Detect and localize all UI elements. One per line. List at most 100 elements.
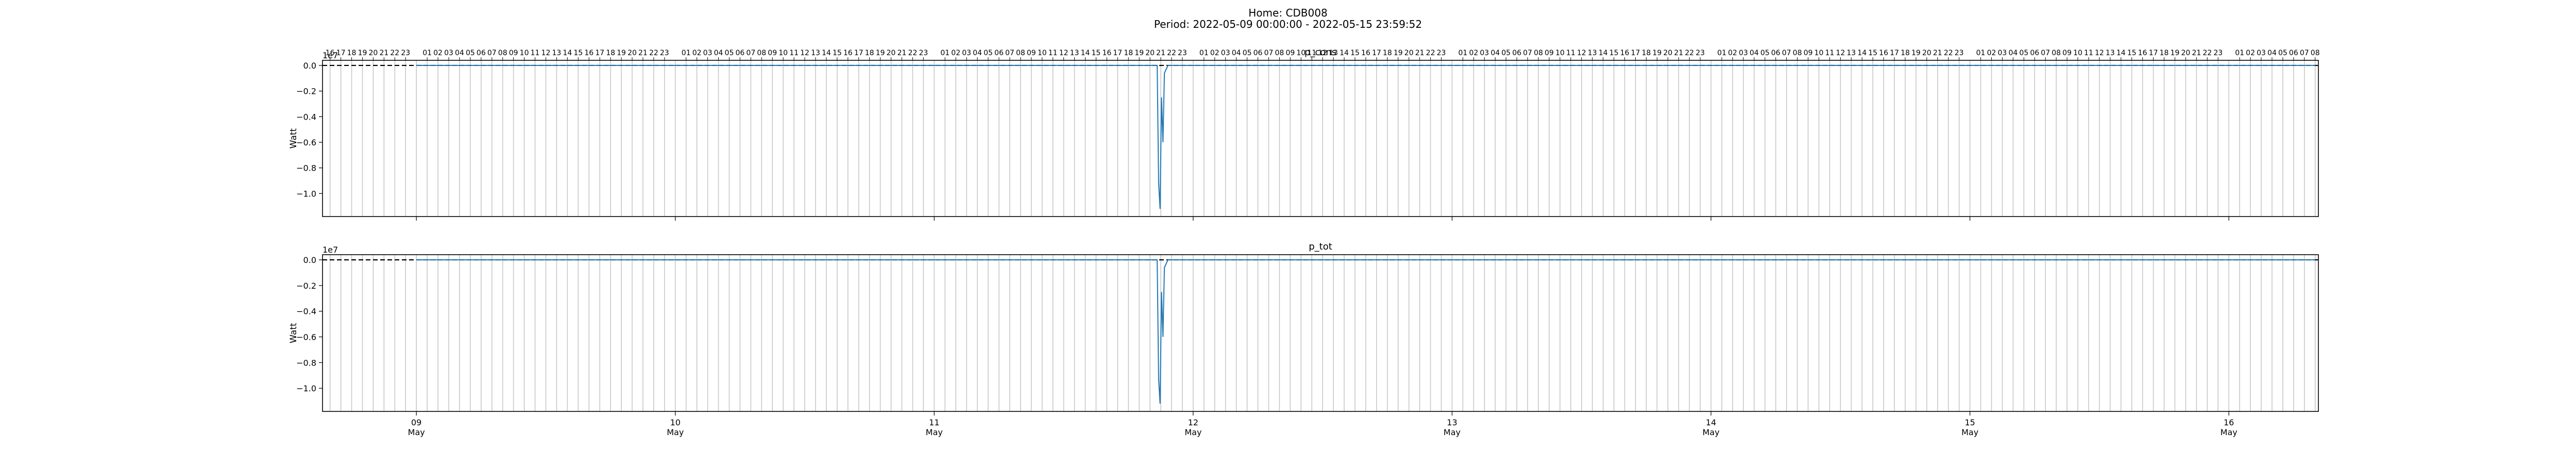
x-hour-tick-label: 12	[1059, 49, 1069, 57]
x-hour-tick-label: 14	[822, 49, 831, 57]
x-hour-tick-label: 04	[2008, 49, 2018, 57]
x-hour-tick-label: 18	[1383, 49, 1392, 57]
x-hour-tick-label: 03	[703, 49, 713, 57]
x-date-label-month: May	[667, 427, 684, 437]
x-hour-tick-label: 03	[1998, 49, 2007, 57]
x-hour-tick-label: 02	[1210, 49, 1219, 57]
x-hour-tick-label: 23	[1696, 49, 1705, 57]
x-hour-tick-label: 15	[1350, 49, 1360, 57]
x-hour-tick-label: 21	[1933, 49, 1942, 57]
x-hour-tick-label: 09	[509, 49, 518, 57]
x-hour-tick-label: 22	[2202, 49, 2212, 57]
axes-frame	[322, 60, 2319, 217]
series-line-0	[416, 64, 2315, 209]
x-hour-tick-label: 05	[2278, 49, 2287, 57]
x-hour-tick-label: 16	[1102, 49, 1111, 57]
x-hour-tick-label: 10	[1555, 49, 1565, 57]
x-hour-tick-label: 01	[1459, 49, 1468, 57]
x-hour-tick-label: 12	[1836, 49, 1845, 57]
x-hour-tick-label: 21	[2192, 49, 2201, 57]
x-hour-tick-label: 13	[1846, 49, 1856, 57]
x-hour-tick-label: 05	[1501, 49, 1511, 57]
x-hour-tick-label: 02	[1728, 49, 1737, 57]
x-hour-tick-label: 05	[2019, 49, 2028, 57]
x-hour-tick-label: 03	[962, 49, 971, 57]
axes-frame	[322, 254, 2319, 412]
x-hour-tick-label: 08	[1275, 49, 1284, 57]
x-hour-tick-label: 09	[768, 49, 777, 57]
x-hour-tick-label: 03	[1739, 49, 1748, 57]
hourly-gridlines	[329, 255, 2316, 411]
x-hour-tick-label: 15	[1868, 49, 1877, 57]
x-hour-tick-label: 22	[908, 49, 918, 57]
x-hour-tick-label: 18	[347, 49, 357, 57]
x-hour-tick-label: 22	[1944, 49, 1953, 57]
y-tick-label: −0.8	[296, 163, 316, 173]
x-hour-tick-label: 23	[660, 49, 669, 57]
x-hour-tick-label: 14	[2116, 49, 2126, 57]
x-hour-tick-label: 03	[2257, 49, 2266, 57]
x-hour-tick-label: 10	[1038, 49, 1047, 57]
y-tick-label: −0.4	[296, 112, 316, 122]
x-hour-tick-label: 06	[735, 49, 744, 57]
x-hour-tick-label: 08	[498, 49, 507, 57]
x-hour-tick-label: 02	[692, 49, 702, 57]
x-hour-tick-label: 21	[638, 49, 648, 57]
x-hour-tick-label: 19	[1394, 49, 1403, 57]
x-hour-tick-label: 01	[940, 49, 950, 57]
x-hour-tick-label: 09	[1027, 49, 1036, 57]
x-hour-tick-label: 16	[1879, 49, 1888, 57]
x-hour-tick-label: 03	[1480, 49, 1489, 57]
x-hour-tick-label: 08	[757, 49, 766, 57]
y-tick-label: −0.6	[296, 332, 316, 342]
x-hour-tick-label: 18	[1124, 49, 1133, 57]
y-tick-label: −1.0	[296, 384, 316, 393]
y-tick-label: −0.8	[296, 358, 316, 368]
x-hour-tick-label: 02	[951, 49, 960, 57]
chart-panel-p_tot: 0.0−0.2−0.4−0.6−0.8−1.01e7Wattp_tot09May…	[289, 241, 2319, 437]
x-hour-tick-label: 10	[2073, 49, 2082, 57]
x-hour-tick-label: 13	[2106, 49, 2115, 57]
x-hour-tick-label: 02	[1987, 49, 1996, 57]
x-date-label-day: 09	[411, 418, 421, 427]
x-date-label-day: 11	[929, 418, 939, 427]
x-hour-tick-label: 16	[2138, 49, 2147, 57]
x-hour-tick-label: 03	[444, 49, 453, 57]
x-hour-tick-label: 13	[552, 49, 561, 57]
x-hour-tick-label: 18	[865, 49, 874, 57]
x-date-label-month: May	[926, 427, 943, 437]
y-tick-label: 0.0	[303, 255, 316, 265]
x-date-label-month: May	[1703, 427, 1720, 437]
x-hour-tick-label: 15	[2127, 49, 2137, 57]
x-hour-tick-label: 13	[1070, 49, 1079, 57]
x-hour-tick-label: 17	[1372, 49, 1381, 57]
x-hour-tick-label: 19	[876, 49, 885, 57]
x-hour-tick-label: 04	[714, 49, 723, 57]
x-date-label-month: May	[1961, 427, 1978, 437]
x-hour-tick-label: 01	[1199, 49, 1209, 57]
x-hour-tick-label: 15	[573, 49, 583, 57]
x-hour-tick-label: 18	[1641, 49, 1651, 57]
x-hour-tick-label: 20	[1404, 49, 1414, 57]
x-hour-tick-label: 21	[897, 49, 907, 57]
x-hour-tick-label: 21	[1156, 49, 1165, 57]
x-hour-tick-label: 10	[520, 49, 529, 57]
x-hour-tick-label: 02	[433, 49, 443, 57]
y-axis-label: Watt	[289, 128, 299, 148]
x-hour-tick-label: 04	[1232, 49, 1241, 57]
x-hour-tick-label: 07	[1782, 49, 1791, 57]
x-hour-tick-label: 20	[369, 49, 378, 57]
x-hour-tick-label: 22	[1426, 49, 1435, 57]
x-hour-tick-label: 15	[833, 49, 842, 57]
x-hour-tick-label: 17	[2149, 49, 2158, 57]
y-scale-label: 1e7	[323, 245, 338, 255]
x-hour-tick-label: 01	[2235, 49, 2244, 57]
x-hour-tick-label: 11	[1307, 49, 1316, 57]
x-hour-tick-label: 08	[1793, 49, 1802, 57]
x-hour-tick-label: 06	[1512, 49, 1521, 57]
x-hour-tick-label: 23	[2213, 49, 2223, 57]
x-hour-tick-label: 16	[843, 49, 853, 57]
x-hour-tick-label: 11	[531, 49, 540, 57]
x-date-label-month: May	[408, 427, 425, 437]
x-hour-tick-label: 08	[1016, 49, 1025, 57]
